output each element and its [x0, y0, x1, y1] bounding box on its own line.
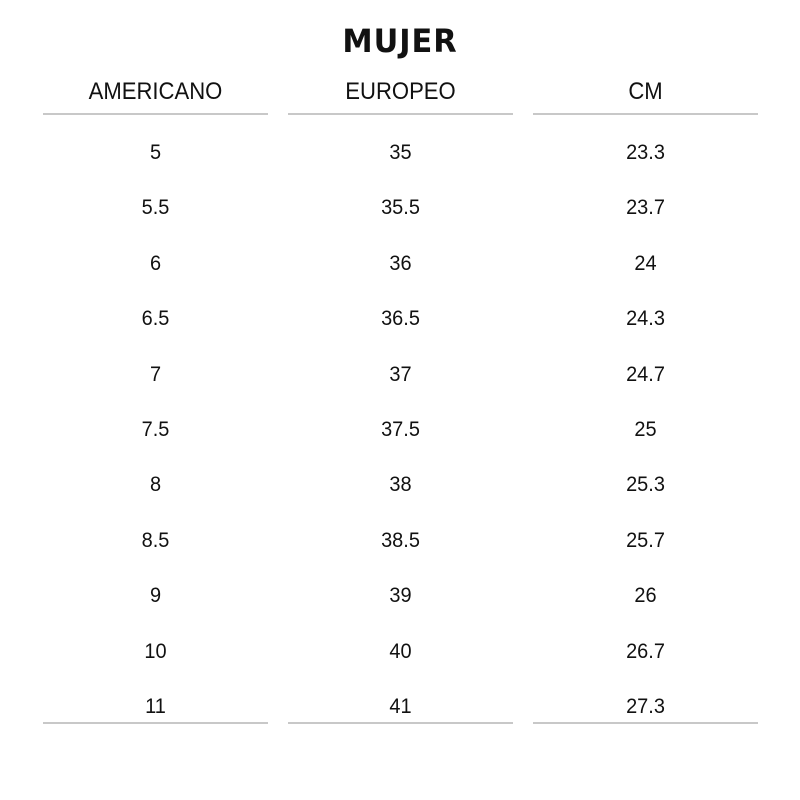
table-cell: 11 — [145, 695, 166, 718]
table-cell: 9 — [149, 584, 162, 608]
table-cell: 6 — [149, 251, 162, 275]
table-cell: 35 — [389, 141, 412, 164]
column-americano: AMERICANO 5 5.5 6 6.5 7 7.5 8 8.5 9 10 11 — [43, 0, 268, 800]
column-header: CM — [628, 78, 663, 105]
table-cell: 7 — [149, 362, 162, 386]
table-cell: 26 — [634, 584, 657, 608]
table-cell: 24.7 — [626, 362, 665, 386]
table-cell: 39 — [389, 584, 412, 608]
table-cell: 23.3 — [626, 141, 665, 164]
divider-line — [288, 722, 513, 724]
table-cell: 5 — [149, 141, 162, 164]
column-cm: CM 23.3 23.7 24 24.3 24.7 25 25.3 25.7 26 26.7 27.3 — [533, 0, 758, 800]
column-header: EUROPEO — [345, 78, 456, 105]
page-title: MUJER — [342, 22, 458, 60]
table-cell: 41 — [389, 695, 412, 718]
table-cell: 23.7 — [626, 196, 665, 220]
table-cell: 8.5 — [141, 528, 170, 552]
table-cell: 10 — [144, 639, 167, 663]
divider-line — [43, 113, 268, 115]
divider-line — [288, 113, 513, 115]
table-cell: 27.3 — [626, 695, 665, 718]
table-cell: 24.3 — [626, 307, 665, 331]
divider-line — [43, 722, 268, 724]
divider-line — [533, 722, 758, 724]
column-header: AMERICANO — [88, 78, 223, 105]
divider-line — [533, 113, 758, 115]
table-cell: 25.3 — [626, 473, 665, 497]
table-cell: 37 — [389, 362, 412, 386]
table-cell: 36.5 — [381, 307, 420, 331]
table-cell: 26.7 — [626, 639, 665, 663]
table-cell: 5.5 — [141, 196, 170, 220]
table-cell: 6.5 — [141, 307, 170, 331]
table-cell: 36 — [389, 251, 412, 275]
table-cell: 25.7 — [626, 528, 665, 552]
table-cell: 40 — [389, 639, 412, 663]
table-cell: 8 — [149, 473, 162, 497]
table-cell: 7.5 — [141, 418, 170, 441]
table-cell: 38 — [389, 473, 412, 497]
table-cell: 24 — [634, 251, 657, 275]
column-europeo: EUROPEO 35 35.5 36 36.5 37 37.5 38 38.5 39 40 41 — [288, 0, 513, 800]
table-cell: 37.5 — [381, 418, 420, 441]
table-cell: 35.5 — [381, 196, 420, 220]
table-cell: 25 — [634, 418, 657, 441]
table-cell: 38.5 — [381, 528, 420, 552]
